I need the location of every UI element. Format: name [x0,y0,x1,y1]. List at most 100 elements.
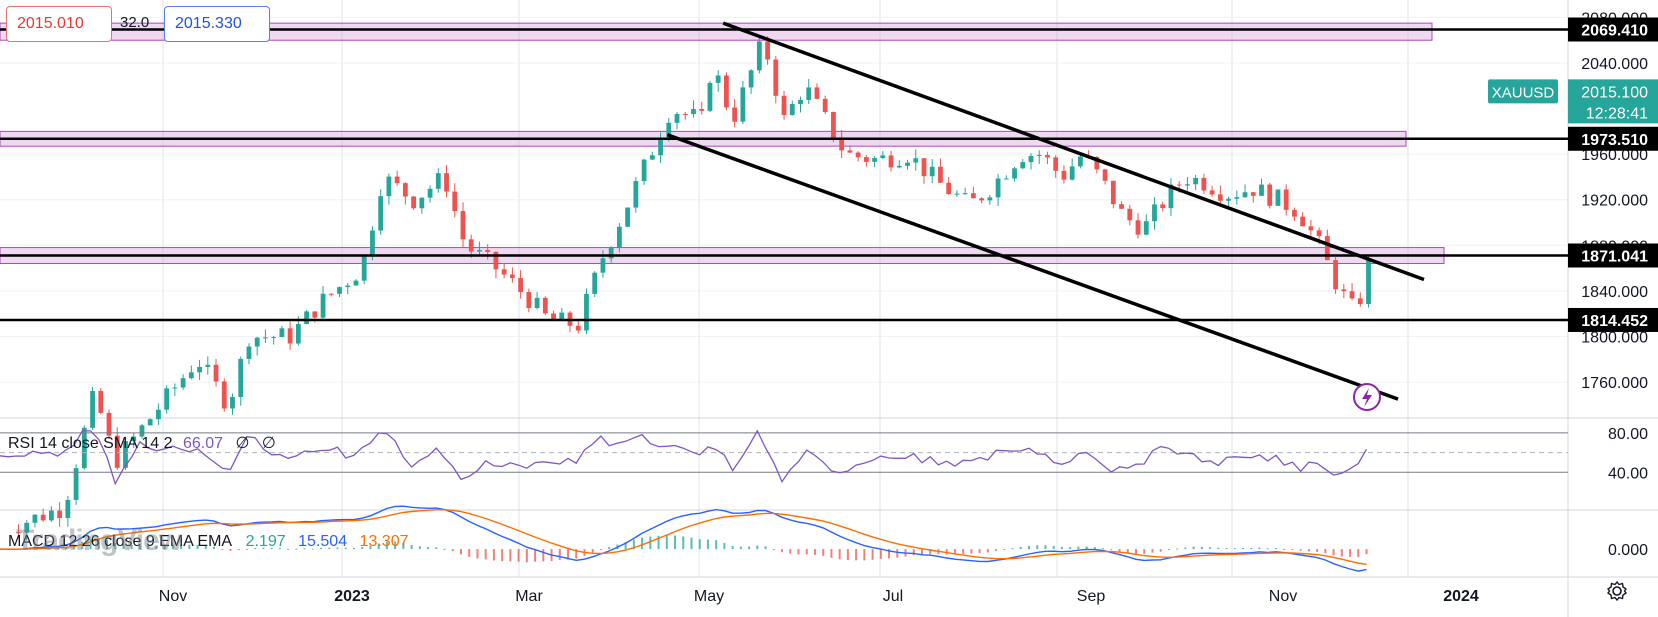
macd-hist-bar [1332,549,1335,556]
legend-value-right: 2015.330 [164,6,270,42]
price-tag [1568,79,1658,124]
macd-hist-bar [344,547,347,550]
horizontal-levels[interactable] [0,28,1568,322]
macd-hist-bar [204,545,207,550]
candle-body [1333,260,1338,290]
candle-body [501,269,507,275]
candle-body [617,226,622,248]
macd-hist-bar [89,538,92,550]
macd-hist-bar [1291,549,1294,551]
macd-hist-bar [221,549,224,551]
candle-body [435,173,441,189]
macd-hist-bar [1184,547,1187,550]
candle-body [526,292,532,309]
candle-body [789,104,795,115]
level-tag-text-0: 2069.410 [1581,22,1648,39]
macd-legend[interactable]: MACD 12 26 close 9 EMA EMA 2.197 15.504 … [8,533,408,551]
candle-body [1242,192,1248,198]
macd-zero-tick: 0.000 [1608,542,1648,559]
macd-hist-bar [632,539,635,550]
macd-hist-bar [492,549,495,561]
candle-body [73,468,79,500]
rsi-tick-1: 40.00 [1608,465,1648,482]
macd-hist-bar [599,549,602,551]
level-tag-3 [1568,307,1658,332]
macd-hist-bar [855,549,858,561]
macd-hist-bar [459,549,462,555]
candle-body [361,256,367,281]
candle-body [328,293,334,295]
candle-body [946,182,952,195]
candle-body [896,165,902,168]
candle-body [666,122,672,140]
candle-body [477,250,482,252]
macd-hist-bar [361,547,364,550]
macd-hist-bar [657,535,660,550]
candle-body [715,75,721,83]
macd-hist-bar [1200,546,1203,550]
candle-body [1003,178,1009,180]
candle-body [114,435,120,468]
candle-body [765,41,770,60]
time-axis[interactable]: Nov 2023 Mar May Jul Sep Nov 2024 [159,588,1479,605]
candle-body [551,313,556,320]
macd-hist-bar [245,548,248,550]
candle-body [1176,184,1182,186]
macd-hist-bar [147,545,150,550]
candle-body [839,138,845,151]
candle-body [880,155,886,159]
macd-hist-bar [1274,548,1277,550]
candle-body [855,152,861,158]
candle-body [633,181,639,208]
settings-gear-icon[interactable] [1606,580,1628,602]
candle-body [724,75,729,108]
rsi-tick-0: 80.00 [1608,426,1648,443]
macd-hist-bar [1307,549,1310,552]
macd-hist-bar [682,536,685,550]
candle-body [1275,189,1281,206]
macd-hist-bar [797,549,800,555]
macd-hist-bar [180,544,183,550]
candle-body [1061,170,1067,180]
time-tick-3: May [694,588,724,605]
candle-body [559,312,565,320]
candle-body [353,280,359,286]
candle-body [57,510,63,519]
flash-icon[interactable] [1353,383,1381,411]
macd-line [0,505,1367,572]
candle-body [707,82,713,111]
time-tick-4: Jul [883,588,903,605]
trend-channel[interactable] [666,21,1425,401]
support-resistance-zones [0,22,1445,265]
time-tick-1: 2023 [334,588,370,605]
candle-body [48,510,54,521]
candle-body [164,388,170,410]
macd-pane: 0.000 [0,505,1648,572]
macd-hist-bar [1340,549,1343,557]
macd-hist-bar [1093,547,1096,550]
macd-hist-bar [303,548,306,550]
macd-hist-bar [188,544,191,550]
macd-hist-bar [558,549,561,560]
candle-body [806,87,812,100]
rsi-legend[interactable]: RSI 14 close SMA 14 2 66.07 ∅ ∅ [8,433,276,453]
macd-hist-bar [418,546,421,550]
time-tick-0: Nov [159,588,187,605]
rsi-extra-1: ∅ [235,435,250,452]
macd-hist-bar [575,549,578,559]
macd-hist-bar [130,544,133,550]
candle-body [419,197,425,209]
macd-hist-bar [1159,549,1162,552]
candle-body [756,41,762,71]
price-axis[interactable]: 2080.0002040.0001960.0001920.0001880.000… [1488,10,1658,392]
macd-hist-bar [213,546,216,550]
candle-body [485,250,491,252]
candle-body [649,155,655,160]
candle-body [831,112,836,139]
candle-body [493,251,499,270]
candle-body [427,188,433,198]
macd-hist-bar [81,541,84,550]
candle-body [1152,204,1157,222]
time-tick-2: Mar [515,588,543,605]
